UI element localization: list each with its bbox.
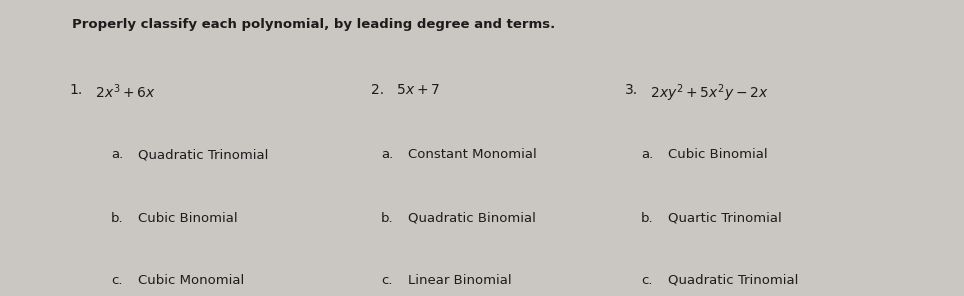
- Text: b.: b.: [381, 212, 393, 225]
- Text: Cubic Monomial: Cubic Monomial: [138, 274, 244, 287]
- Text: 2.: 2.: [371, 83, 385, 97]
- Text: Quadratic Trinomial: Quadratic Trinomial: [138, 148, 268, 161]
- Text: a.: a.: [111, 148, 123, 161]
- Text: c.: c.: [641, 274, 653, 287]
- Text: b.: b.: [641, 212, 654, 225]
- Text: b.: b.: [111, 212, 123, 225]
- Text: $2xy^2 + 5x^2y - 2x$: $2xy^2 + 5x^2y - 2x$: [646, 83, 768, 104]
- Text: Properly classify each polynomial, by leading degree and terms.: Properly classify each polynomial, by le…: [72, 18, 555, 31]
- Text: Quadratic Trinomial: Quadratic Trinomial: [668, 274, 798, 287]
- Text: $5x + 7$: $5x + 7$: [392, 83, 441, 97]
- Text: Quartic Trinomial: Quartic Trinomial: [668, 212, 782, 225]
- Text: 1.: 1.: [69, 83, 83, 97]
- Text: 3.: 3.: [625, 83, 638, 97]
- Text: Quadratic Binomial: Quadratic Binomial: [408, 212, 536, 225]
- Text: c.: c.: [111, 274, 122, 287]
- Text: Constant Monomial: Constant Monomial: [408, 148, 537, 161]
- Text: $2x^3 + 6x$: $2x^3 + 6x$: [91, 83, 155, 102]
- Text: a.: a.: [641, 148, 654, 161]
- Text: a.: a.: [381, 148, 393, 161]
- Text: Linear Binomial: Linear Binomial: [408, 274, 511, 287]
- Text: c.: c.: [381, 274, 392, 287]
- Text: Cubic Binomial: Cubic Binomial: [668, 148, 767, 161]
- Text: Cubic Binomial: Cubic Binomial: [138, 212, 237, 225]
